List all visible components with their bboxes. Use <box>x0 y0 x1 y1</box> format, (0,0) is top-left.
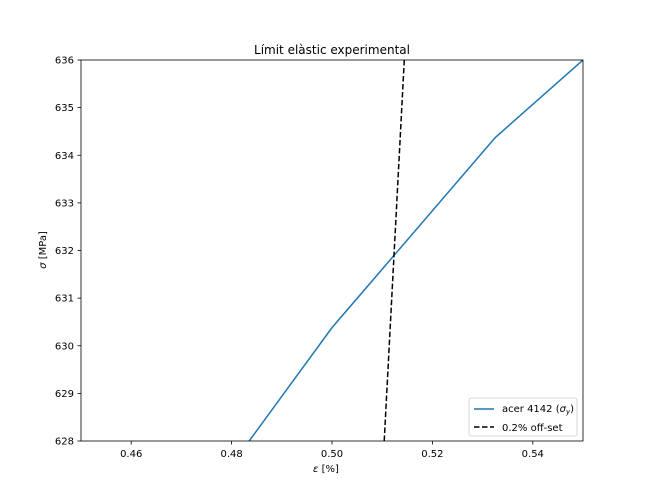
legend-label-acer-close: ) <box>570 404 574 415</box>
y-tick-label: 636 <box>55 56 74 67</box>
plot-area <box>81 60 583 441</box>
x-axis-label-symbol: ε <box>313 464 319 475</box>
series-line-acer <box>248 60 583 441</box>
y-tick-label: 633 <box>55 198 74 209</box>
y-axis-label-unit: [MPa] <box>38 231 49 259</box>
y-axis-label: σ [MPa] <box>38 231 49 269</box>
y-tick-label: 629 <box>55 389 74 400</box>
x-tick-label: 0.46 <box>120 449 142 460</box>
legend-label-acer-subscript: y <box>565 408 571 416</box>
y-tick-label: 628 <box>55 437 74 448</box>
legend-box <box>468 397 578 437</box>
y-tick-label: 630 <box>55 341 74 352</box>
series-layer <box>248 60 583 441</box>
x-axis-label-unit: [%] <box>322 464 339 475</box>
x-axis: 0.46 0.48 0.50 0.52 0.54 <box>120 441 544 460</box>
x-tick-label: 0.54 <box>522 449 544 460</box>
x-tick-label: 0.50 <box>321 449 343 460</box>
y-tick-label: 634 <box>55 151 74 162</box>
y-axis: 628 629 630 631 632 633 634 635 636 <box>55 56 81 448</box>
legend-label-acer-symbol: σ <box>560 404 567 415</box>
chart-title: Límit elàstic experimental <box>254 43 410 57</box>
legend-label-acer: acer 4142 (σy) <box>502 404 574 416</box>
x-axis-label: ε [%] <box>313 464 339 475</box>
y-tick-label: 635 <box>55 103 74 114</box>
y-axis-label-symbol: σ <box>38 262 49 269</box>
x-tick-label: 0.48 <box>220 449 242 460</box>
legend-label-acer-main: acer 4142 ( <box>502 404 560 415</box>
legend-label-offset: 0.2% off-set <box>502 423 563 434</box>
y-tick-label: 631 <box>55 294 74 305</box>
legend: acer 4142 (σy) 0.2% off-set <box>468 397 578 437</box>
x-tick-label: 0.52 <box>421 449 443 460</box>
y-tick-label: 632 <box>55 246 74 257</box>
